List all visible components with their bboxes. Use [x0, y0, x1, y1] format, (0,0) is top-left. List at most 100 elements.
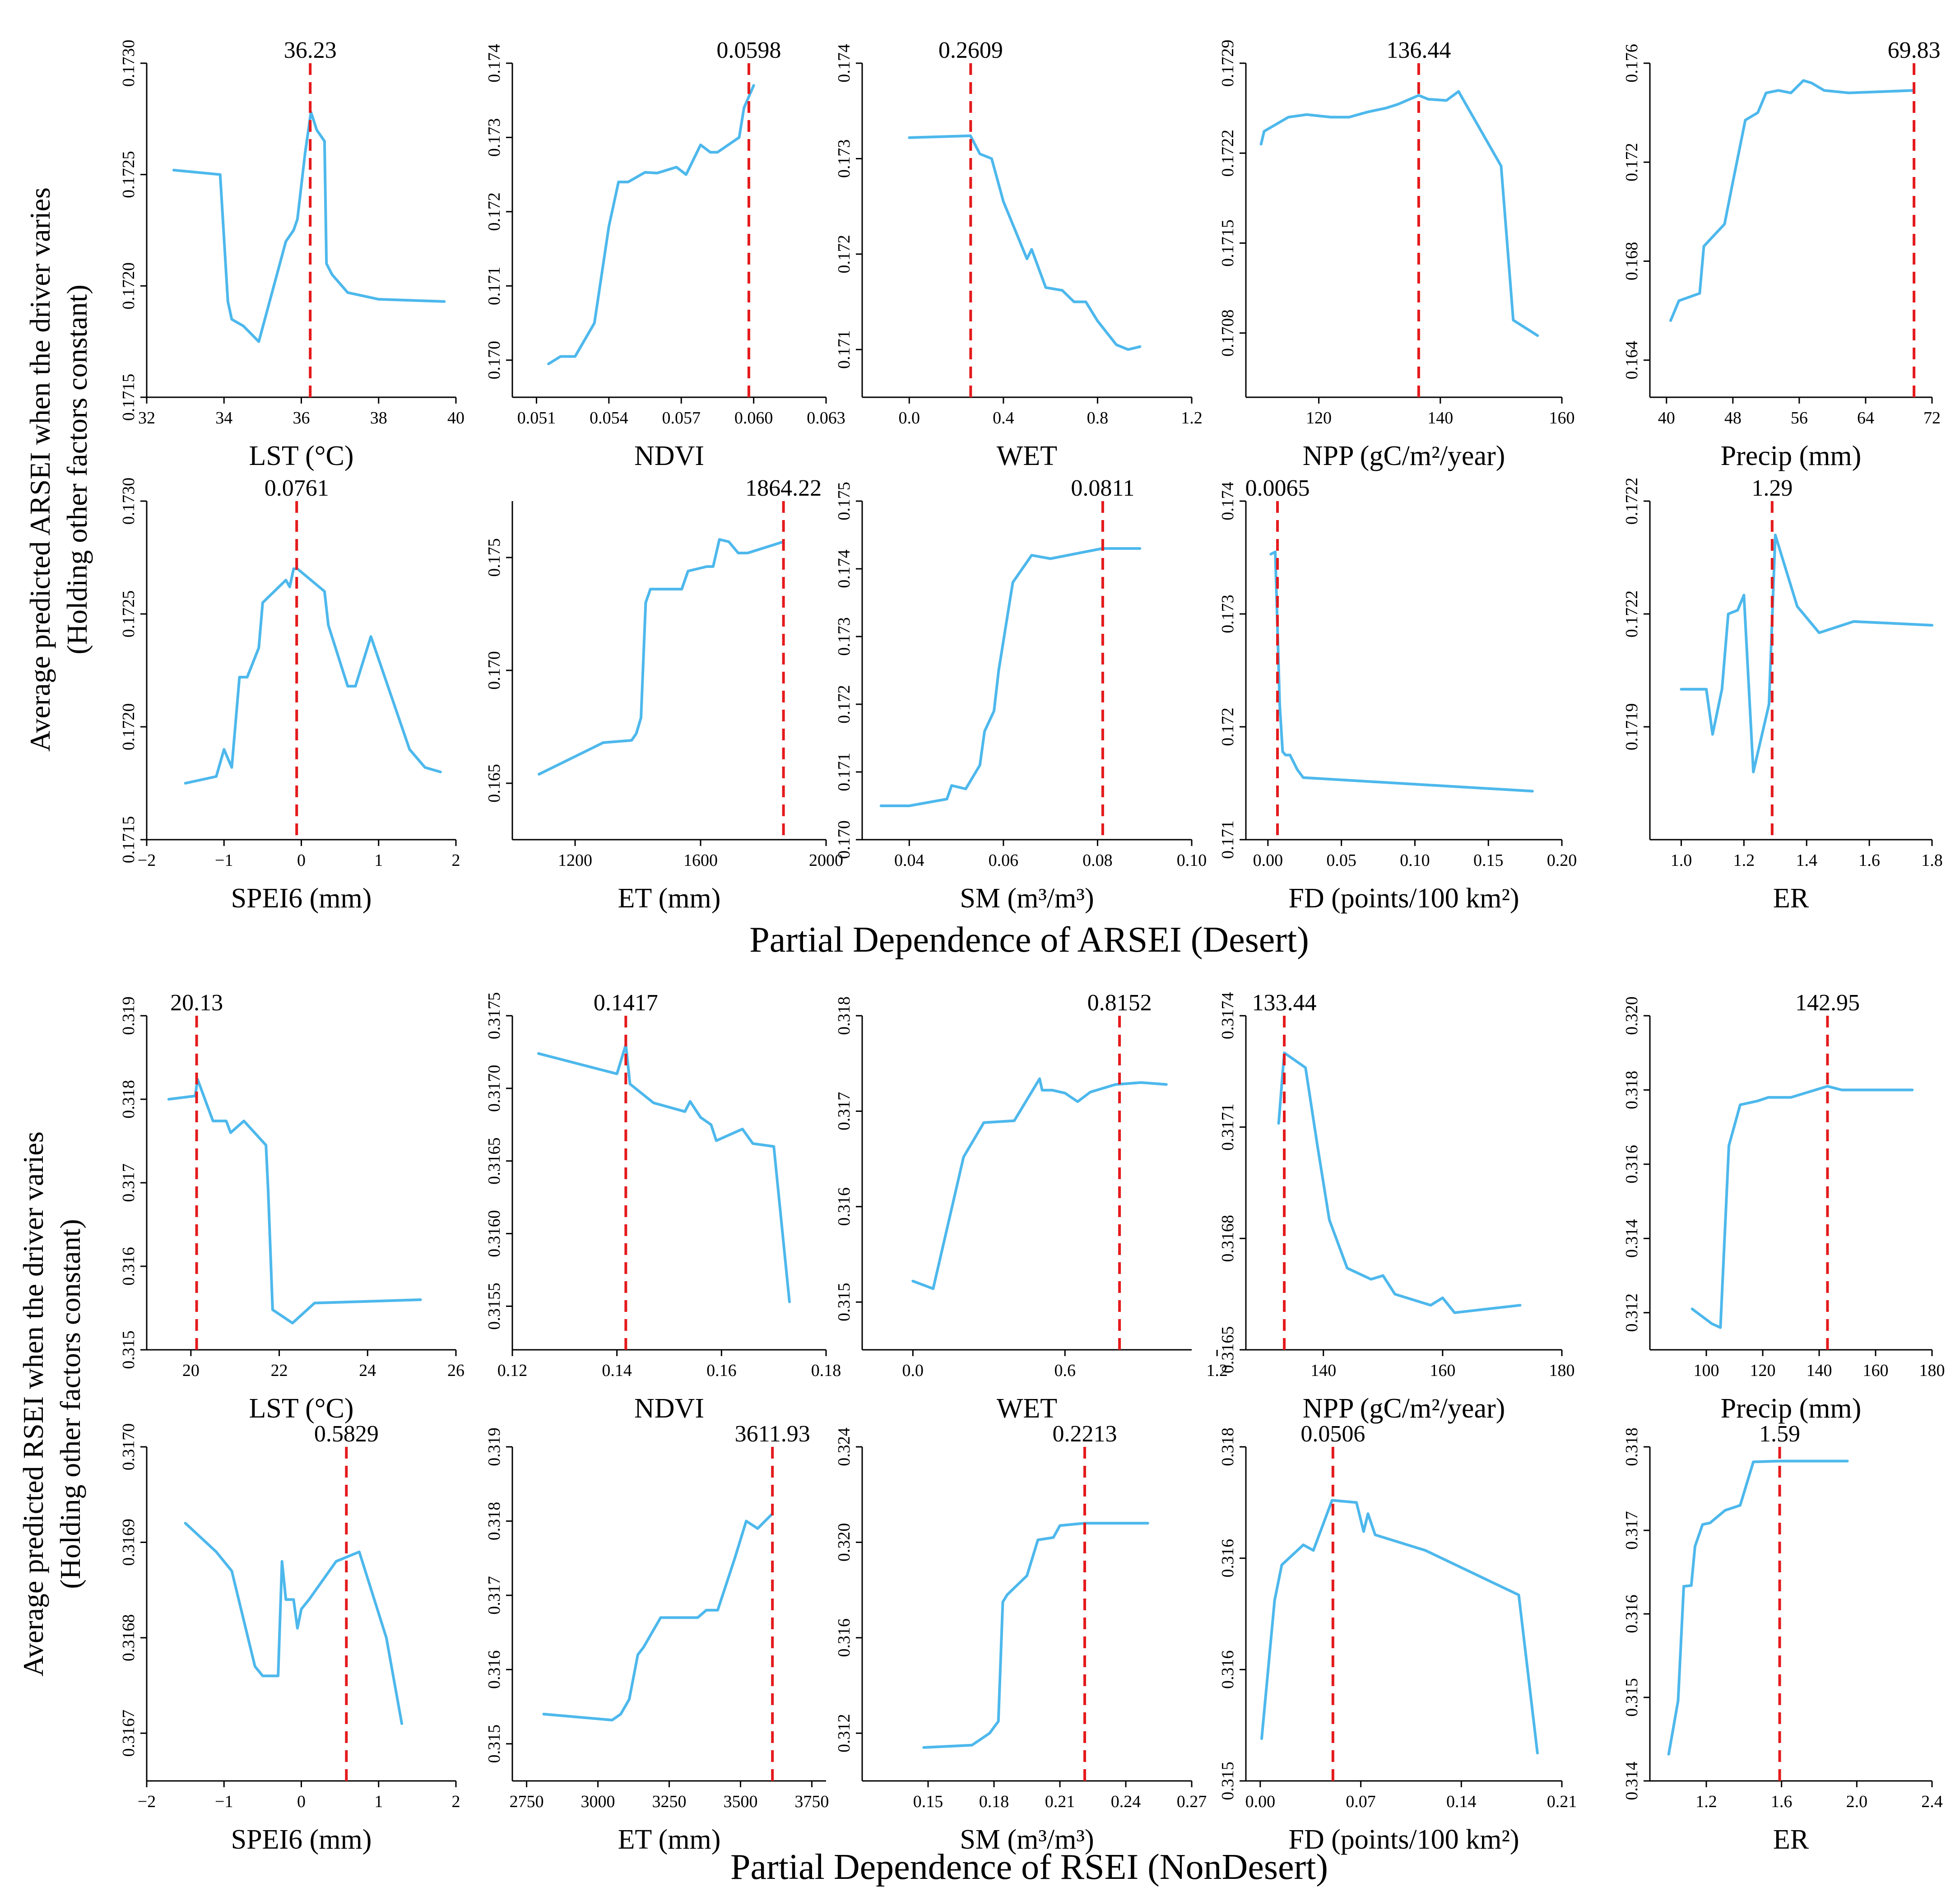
panel-12-x-tick-label: 0.18	[811, 1361, 841, 1380]
panel-20-x-tick-label: 1.2	[1695, 1792, 1717, 1811]
panel-8-y-tick-label: 0.171	[835, 753, 854, 791]
panel-6-x-tick-label: 1	[374, 851, 383, 870]
panel-6-y-tick-label: 0.1730	[119, 478, 138, 525]
panel-4-pdp-curve	[1259, 90, 1539, 337]
panel-9-x-tick-label: 0.20	[1547, 851, 1577, 870]
panel-7-threshold-label: 1864.22	[745, 475, 822, 501]
panel-10: 1.0 1.2 1.4 1.6 1.8 0.1719 0.1722 0.1722 1.29 ER	[1622, 475, 1943, 914]
panel-19: 0.00 0.07 0.14 0.21 0.315 0.316 0.316 0.318 0.05…	[1218, 1421, 1577, 1855]
panel-9-y-tick-label: 0.171	[1218, 820, 1237, 859]
panel-20-x-tick-label: 2.0	[1846, 1792, 1868, 1811]
panel-17-x-axis-label: ET (mm)	[618, 1824, 721, 1855]
panel-16-x-tick-label: 2	[452, 1792, 460, 1811]
panel-8-x-tick-label: 0.06	[989, 851, 1019, 870]
panel-3-y-tick-label: 0.174	[835, 44, 854, 83]
panel-12-x-tick-label: 0.12	[497, 1361, 528, 1380]
panel-11-x-tick-label: 22	[271, 1361, 288, 1380]
y-axis-title-desert-line-1: Average predicted ARSEI when the driver …	[24, 187, 56, 752]
panel-8-y-tick-label: 0.174	[835, 549, 854, 588]
panel-20-y-tick-label: 0.315	[1622, 1678, 1641, 1717]
panel-12-x-tick-label: 0.16	[706, 1361, 737, 1380]
panel-19-y-tick-label: 0.316	[1218, 1650, 1237, 1689]
panel-7-x-tick-label: 1600	[683, 851, 718, 870]
panel-1-y-tick-label: 0.1730	[119, 40, 138, 87]
panel-18-threshold-label: 0.2213	[1052, 1421, 1117, 1447]
panel-13-y-tick-label: 0.317	[835, 1092, 854, 1131]
panel-6-pdp-curve	[184, 567, 442, 785]
panel-7-y-tick-label: 0.165	[485, 764, 504, 803]
panel-13-y-tick-label: 0.316	[835, 1187, 854, 1226]
panel-2-x-tick-label: 0.060	[734, 409, 773, 428]
panel-7-pdp-curve	[538, 538, 785, 776]
panel-16: −2 −1 0 1 2 0.3167 0.3168 0.3169 0.3170 0.5829 SPE…	[119, 1421, 460, 1855]
panel-15-y-tick-label: 0.318	[1622, 1071, 1641, 1110]
panel-2-x-tick-label: 0.057	[662, 409, 701, 428]
panel-15-y-tick-label: 0.320	[1622, 996, 1641, 1035]
panel-19-pdp-curve	[1260, 1499, 1539, 1755]
panel-1-pdp-curve	[172, 111, 446, 343]
section-title-nondesert: Partial Dependence of RSEI (NonDesert)	[730, 1847, 1328, 1887]
panel-16-y-tick-label: 0.3170	[119, 1423, 138, 1471]
panel-11-y-tick-label: 0.316	[119, 1247, 138, 1286]
panel-12-y-tick-label: 0.3175	[485, 992, 504, 1040]
panel-3-x-tick-label: 1.2	[1181, 409, 1203, 428]
panel-15-y-tick-label: 0.314	[1622, 1219, 1641, 1258]
panel-20-x-tick-label: 1.6	[1771, 1792, 1793, 1811]
panel-4-y-tick-label: 0.1715	[1218, 219, 1237, 267]
panel-15-x-axis-label: Precip (mm)	[1721, 1393, 1862, 1424]
panel-17-y-tick-label: 0.318	[485, 1502, 504, 1541]
panel-10-x-axis-label: ER	[1773, 883, 1809, 914]
panel-2-y-tick-label: 0.171	[485, 267, 504, 306]
panel-16-x-tick-label: −2	[138, 1792, 156, 1811]
panel-1-y-tick-label: 0.1720	[119, 262, 138, 310]
panel-8-x-tick-label: 0.04	[894, 851, 924, 870]
panel-10-x-tick-label: 1.8	[1921, 851, 1943, 870]
panel-4-x-tick-label: 140	[1427, 409, 1453, 428]
panel-6-x-tick-label: 0	[297, 851, 306, 870]
panel-6-y-tick-label: 0.1715	[119, 816, 138, 864]
panel-16-x-tick-label: −1	[215, 1792, 233, 1811]
panel-9-x-tick-label: 0.05	[1326, 851, 1356, 870]
panel-11-x-axis-label: LST (°C)	[249, 1393, 353, 1424]
panel-4-threshold-label: 136.44	[1386, 37, 1451, 63]
panel-19-x-tick-label: 0.07	[1346, 1792, 1376, 1811]
panel-9-x-tick-label: 0.10	[1400, 851, 1430, 870]
panel-3-x-tick-label: 0.4	[993, 409, 1014, 428]
panel-17-pdp-curve	[542, 1512, 774, 1722]
panel-8-x-axis-label: SM (m³/m³)	[960, 883, 1094, 914]
panel-2-x-tick-label: 0.063	[807, 409, 845, 428]
panel-2-y-tick-label: 0.172	[485, 192, 504, 231]
panel-1: 32 34 36 38 40 0.1715 0.1720 0.1725 0.1730 36.23 L…	[119, 37, 464, 471]
panel-3-x-tick-label: 0.8	[1087, 409, 1109, 428]
panel-13-x-tick-label: 0.0	[902, 1361, 924, 1380]
panel-17-y-tick-label: 0.315	[485, 1724, 504, 1763]
panel-1-x-axis-label: LST (°C)	[249, 441, 353, 471]
panel-14-y-tick-label: 0.3171	[1218, 1103, 1237, 1151]
panel-5-x-tick-label: 64	[1857, 409, 1874, 428]
panel-17-y-tick-label: 0.316	[485, 1650, 504, 1689]
panel-2-y-tick-label: 0.173	[485, 118, 504, 157]
panel-13: 0.0 0.6 1.2 0.315 0.316 0.317 0.318 0.8152 WET	[835, 990, 1228, 1424]
panel-4-x-axis-label: NPP (gC/m²/year)	[1303, 441, 1505, 471]
panel-8-y-tick-label: 0.175	[835, 482, 854, 521]
panel-7-x-tick-label: 1200	[558, 851, 592, 870]
panel-5-x-tick-label: 40	[1658, 409, 1675, 428]
panel-13-x-axis-label: WET	[997, 1393, 1057, 1424]
panel-20: 1.2 1.6 2.0 2.4 0.314 0.315 0.316 0.317 0.318 1.5…	[1622, 1421, 1943, 1855]
panel-16-x-tick-label: 0	[297, 1792, 306, 1811]
panel-7-y-tick-label: 0.175	[485, 538, 504, 577]
panel-6-x-tick-label: −1	[215, 851, 233, 870]
panel-9-y-tick-label: 0.172	[1218, 707, 1237, 746]
panel-10-x-tick-label: 1.0	[1671, 851, 1692, 870]
panel-8-pdp-curve	[879, 547, 1142, 807]
panel-5-x-tick-label: 56	[1791, 409, 1808, 428]
panel-12-x-axis-label: NDVI	[634, 1393, 704, 1424]
panel-16-y-tick-label: 0.3169	[119, 1519, 138, 1566]
panel-10-x-tick-label: 1.2	[1733, 851, 1755, 870]
panel-12-y-tick-label: 0.3165	[485, 1137, 504, 1185]
panel-4-y-tick-label: 0.1729	[1218, 40, 1237, 87]
panel-12-y-tick-label: 0.3170	[485, 1065, 504, 1112]
panel-12-y-tick-label: 0.3155	[485, 1283, 504, 1330]
y-axis-title-desert-line-2: (Holding other factors constant)	[61, 284, 93, 654]
